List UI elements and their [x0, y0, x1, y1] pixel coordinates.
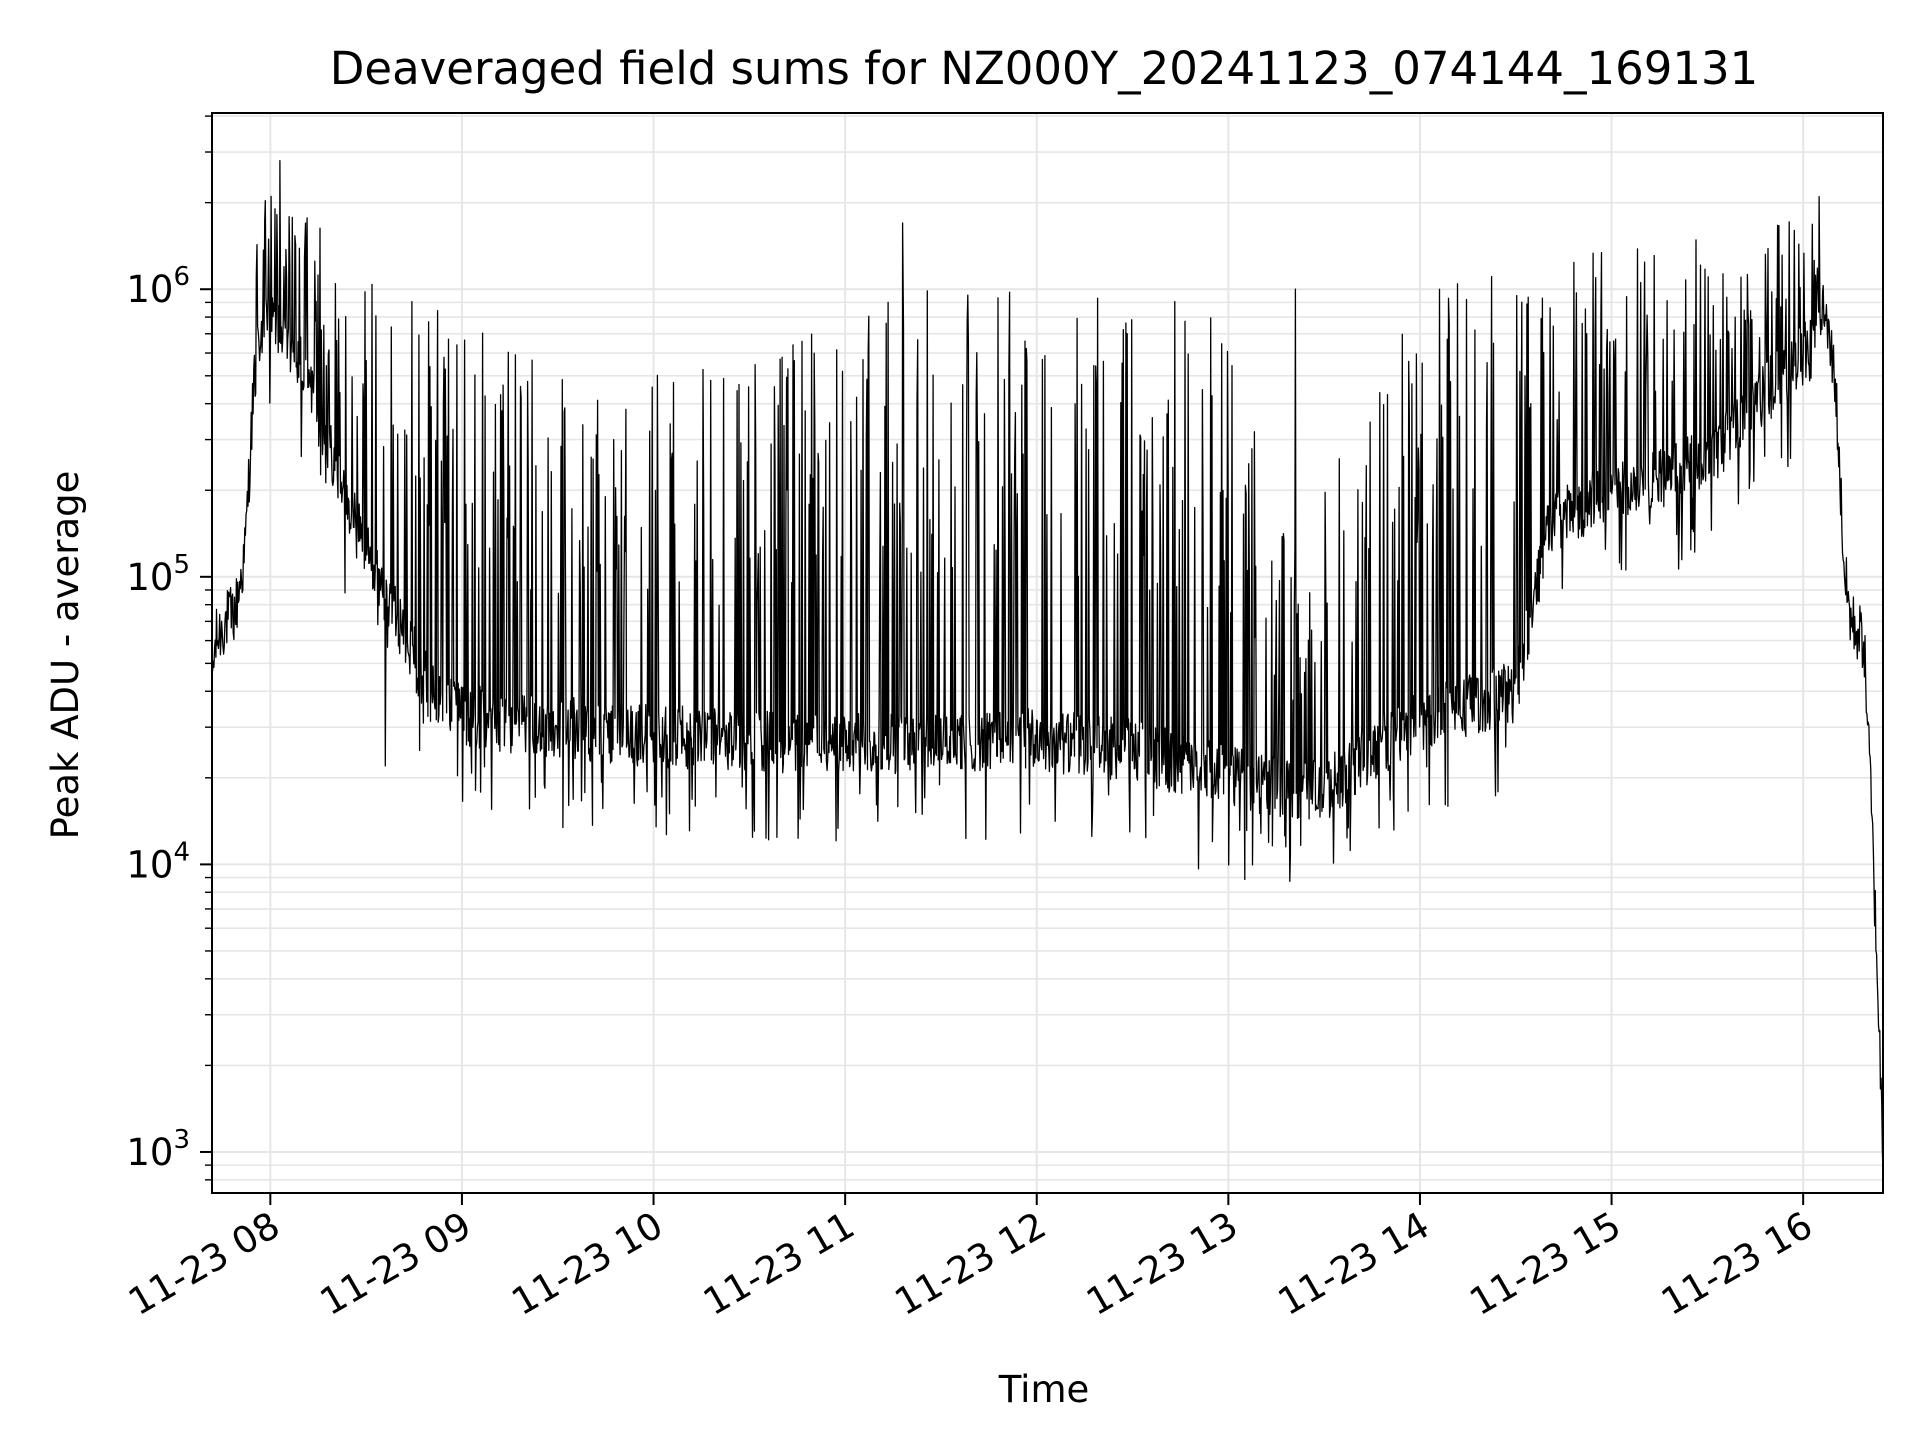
series-line: [211, 159, 1884, 1176]
y-tick-label: 105: [126, 550, 190, 599]
x-axis-label: Time: [998, 1368, 1090, 1411]
grid-major: [212, 113, 1883, 1193]
y-tick-label: 104: [126, 837, 190, 886]
y-axis: 103 104 105 106: [126, 115, 212, 1181]
y-axis-label: Peak ADU - average: [44, 471, 87, 840]
y-tick-label: 103: [126, 1125, 190, 1174]
chart-title: Deaveraged field sums for NZ000Y_2024112…: [330, 42, 1759, 95]
axes-frame: [211, 112, 1884, 1194]
plot-area: [211, 159, 1884, 1176]
y-tick-label: 106: [126, 262, 190, 311]
